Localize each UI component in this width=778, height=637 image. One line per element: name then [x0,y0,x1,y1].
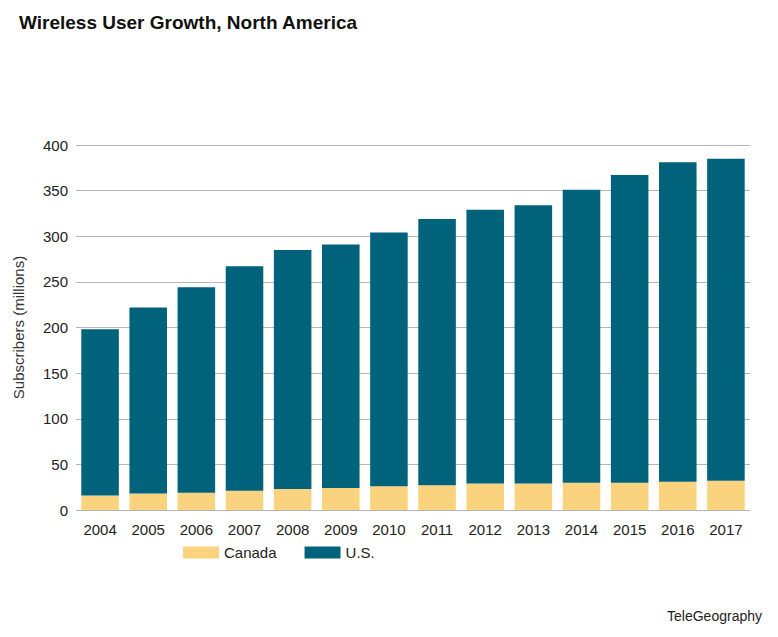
svg-text:Wireless User Growth, North Am: Wireless User Growth, North America [19,12,357,33]
svg-text:2012: 2012 [469,521,502,538]
svg-text:400: 400 [43,137,68,154]
svg-text:2008: 2008 [276,521,309,538]
svg-text:250: 250 [43,273,68,290]
svg-text:100: 100 [43,410,68,427]
svg-text:2015: 2015 [613,521,646,538]
svg-text:2009: 2009 [324,521,357,538]
svg-text:2016: 2016 [661,521,694,538]
svg-text:200: 200 [43,319,68,336]
svg-text:2011: 2011 [421,521,453,538]
svg-text:350: 350 [43,182,68,199]
svg-text:2007: 2007 [228,521,261,538]
svg-text:50: 50 [51,456,68,473]
svg-text:2004: 2004 [83,521,116,538]
svg-text:TeleGeography: TeleGeography [667,608,762,624]
svg-text:2005: 2005 [132,521,165,538]
svg-text:150: 150 [43,365,68,382]
svg-text:Canada: Canada [224,544,277,561]
svg-text:2006: 2006 [180,521,213,538]
svg-text:2017: 2017 [709,521,742,538]
svg-text:0: 0 [60,502,68,519]
svg-text:U.S.: U.S. [346,544,375,561]
svg-text:Subscribers (millions): Subscribers (millions) [10,256,27,399]
svg-text:2013: 2013 [517,521,550,538]
svg-text:2010: 2010 [372,521,405,538]
svg-text:300: 300 [43,228,68,245]
svg-text:2014: 2014 [565,521,598,538]
